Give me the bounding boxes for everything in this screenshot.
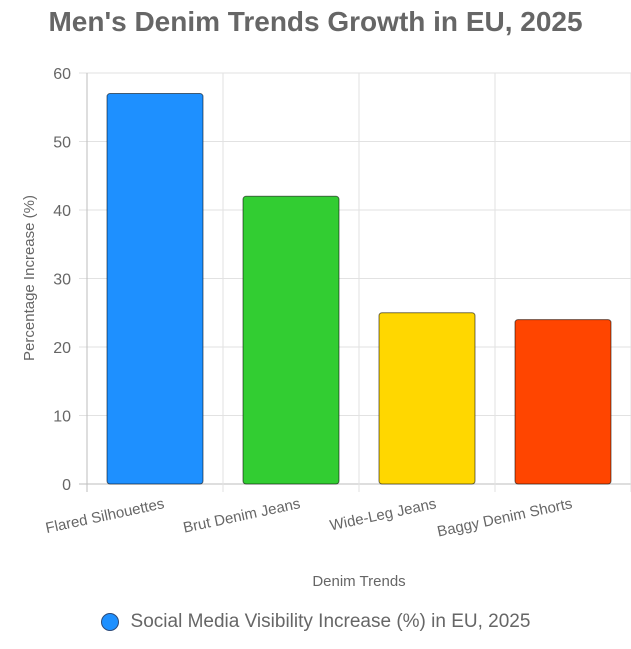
bar-brut-denim-jeans[interactable]	[242, 195, 340, 485]
bar-flared-silhouettes[interactable]	[106, 93, 204, 485]
legend-label: Social Media Visibility Increase (%) in …	[130, 611, 531, 632]
chart-title: Men's Denim Trends Growth in EU, 2025	[48, 6, 583, 37]
bar-baggy-denim-shorts[interactable]	[514, 319, 612, 485]
x-tick-label: Brut Denim Jeans	[182, 495, 302, 536]
bars	[106, 93, 612, 485]
y-tick-label: 10	[53, 409, 71, 426]
bar-wide-leg-jeans[interactable]	[378, 312, 476, 485]
y-tick-label: 20	[53, 340, 71, 357]
y-tick-label: 60	[53, 66, 71, 83]
x-axis-title: Denim Trends	[312, 573, 405, 590]
x-tick-label: Wide-Leg Jeans	[328, 495, 438, 534]
y-tick-label: 0	[62, 477, 71, 494]
y-tick-label: 30	[53, 272, 71, 289]
legend-swatch	[100, 613, 119, 631]
y-axis-title: Percentage Increase (%)	[21, 195, 38, 361]
x-tick-label: Flared Silhouettes	[44, 495, 166, 537]
y-tick-label: 50	[53, 135, 71, 152]
legend: Social Media Visibility Increase (%) in …	[0, 611, 631, 633]
y-tick-label: 40	[53, 203, 71, 220]
x-tick-label: Baggy Denim Shorts	[436, 495, 574, 540]
